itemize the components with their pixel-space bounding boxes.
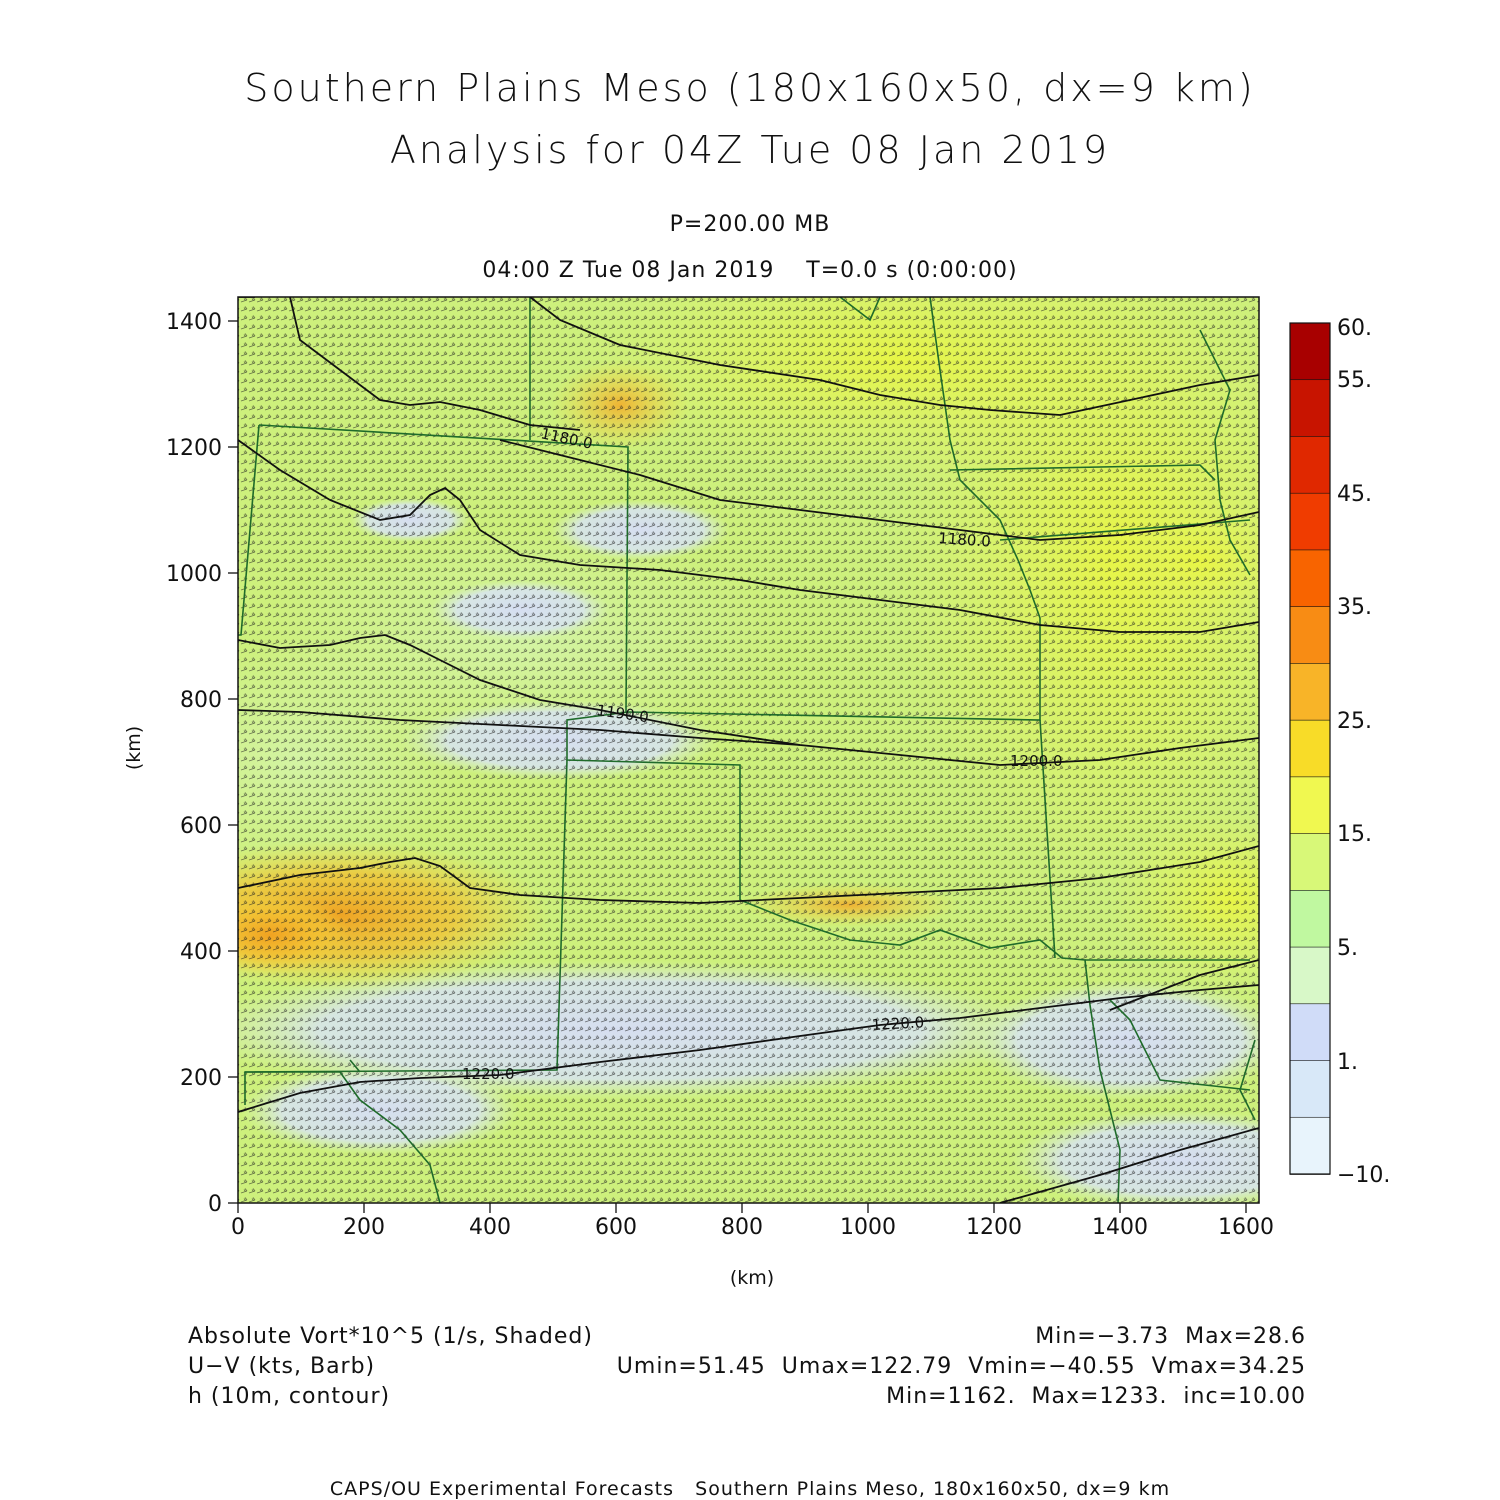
- y-axis-label: (km): [123, 726, 145, 770]
- legend-wind-range: Umin=51.45 Umax=122.79 Vmin=−40.55 Vmax=…: [616, 1354, 1306, 1379]
- colorbar-segment: [1289, 549, 1331, 608]
- plot-frame: [237, 296, 1260, 1204]
- x-tick-label: 1600: [1218, 1215, 1274, 1240]
- x-tick-label: 400: [469, 1215, 511, 1240]
- x-tick-label: 200: [343, 1215, 385, 1240]
- colorbar-label: 25.: [1337, 709, 1372, 734]
- legend-wind-label: U−V (kts, Barb): [188, 1354, 376, 1379]
- y-tick-label: 800: [180, 688, 222, 713]
- colorbar-label: 5.: [1337, 936, 1358, 961]
- y-tick-label: 600: [180, 814, 222, 839]
- y-tick-label: 1400: [166, 310, 222, 335]
- footer-credit: CAPS/OU Experimental Forecasts Southern …: [329, 1478, 1171, 1500]
- colorbar-segment: [1289, 379, 1331, 438]
- x-tick-label: 1200: [966, 1215, 1022, 1240]
- colorbar-segment: [1289, 492, 1331, 551]
- colorbar-segment: [1289, 890, 1331, 948]
- colorbar-label: −10.: [1337, 1163, 1390, 1188]
- time-label: 04:00 Z Tue 08 Jan 2019 T=0.0 s (0:00:00…: [482, 258, 1018, 283]
- y-tick-label: 1200: [166, 436, 222, 461]
- colorbar-segment: [1289, 1003, 1331, 1062]
- colorbar-segment: [1289, 776, 1331, 835]
- y-tick-label: 1000: [166, 562, 222, 587]
- contour-label-6: 1220.0: [462, 1065, 515, 1083]
- colorbar-label: 45.: [1337, 482, 1372, 507]
- colorbar-label: 1.: [1337, 1050, 1358, 1075]
- contour-label-5: 1220.0: [871, 1013, 924, 1034]
- colorbar-segment: [1289, 1060, 1331, 1119]
- legend-vorticity-range: Min=−3.73 Max=28.6: [1035, 1324, 1306, 1349]
- colorbar: [1289, 322, 1331, 1175]
- colorbar-segment: [1289, 719, 1331, 778]
- colorbar-label: 15.: [1337, 822, 1372, 847]
- x-tick-label: 800: [721, 1215, 763, 1240]
- vorticity-shading: 1180.0 1180.0 1190.0 1200.0 1220.0 1220.…: [238, 297, 1259, 1203]
- x-axis-label: (km): [730, 1267, 774, 1289]
- colorbar-label: 60.: [1337, 316, 1372, 341]
- colorbar-frame: [1289, 322, 1331, 1175]
- y-tick-label: 0: [208, 1192, 222, 1217]
- x-tick-label: 1000: [840, 1215, 896, 1240]
- x-tick-label: 1400: [1092, 1215, 1148, 1240]
- level-label: P=200.00 MB: [669, 212, 831, 237]
- height-contours: [238, 297, 1259, 1203]
- colorbar-label: 35.: [1337, 595, 1372, 620]
- wind-barbs: [238, 297, 1259, 1203]
- legend-height-label: h (10m, contour): [188, 1384, 391, 1409]
- title-line-2: Analysis for 04Z Tue 08 Jan 2019: [389, 128, 1111, 172]
- legend-vorticity-label: Absolute Vort*10^5 (1/s, Shaded): [188, 1324, 593, 1349]
- x-tick-label: 0: [231, 1215, 245, 1240]
- colorbar-segment: [1289, 436, 1331, 495]
- legend-height-range: Min=1162. Max=1233. inc=10.00: [886, 1384, 1306, 1409]
- x-tick-label: 600: [595, 1215, 637, 1240]
- y-tick-label: 400: [180, 940, 222, 965]
- state-boundaries: [238, 297, 1256, 1203]
- colorbar-segment: [1289, 833, 1331, 892]
- y-tick-label: 200: [180, 1066, 222, 1091]
- axis-ticks: [228, 320, 1247, 1213]
- colorbar-segment: [1289, 606, 1331, 665]
- title-line-1: Southern Plains Meso (180x160x50, dx=9 k…: [244, 66, 1256, 110]
- colorbar-segment: [1289, 663, 1331, 721]
- colorbar-segment: [1289, 322, 1331, 381]
- contour-label-4: 1200.0: [1010, 752, 1063, 770]
- colorbar-segment: [1289, 946, 1331, 1005]
- colorbar-segment: [1289, 1116, 1331, 1175]
- colorbar-label: 55.: [1337, 368, 1372, 393]
- contour-label-2: 1180.0: [938, 529, 992, 551]
